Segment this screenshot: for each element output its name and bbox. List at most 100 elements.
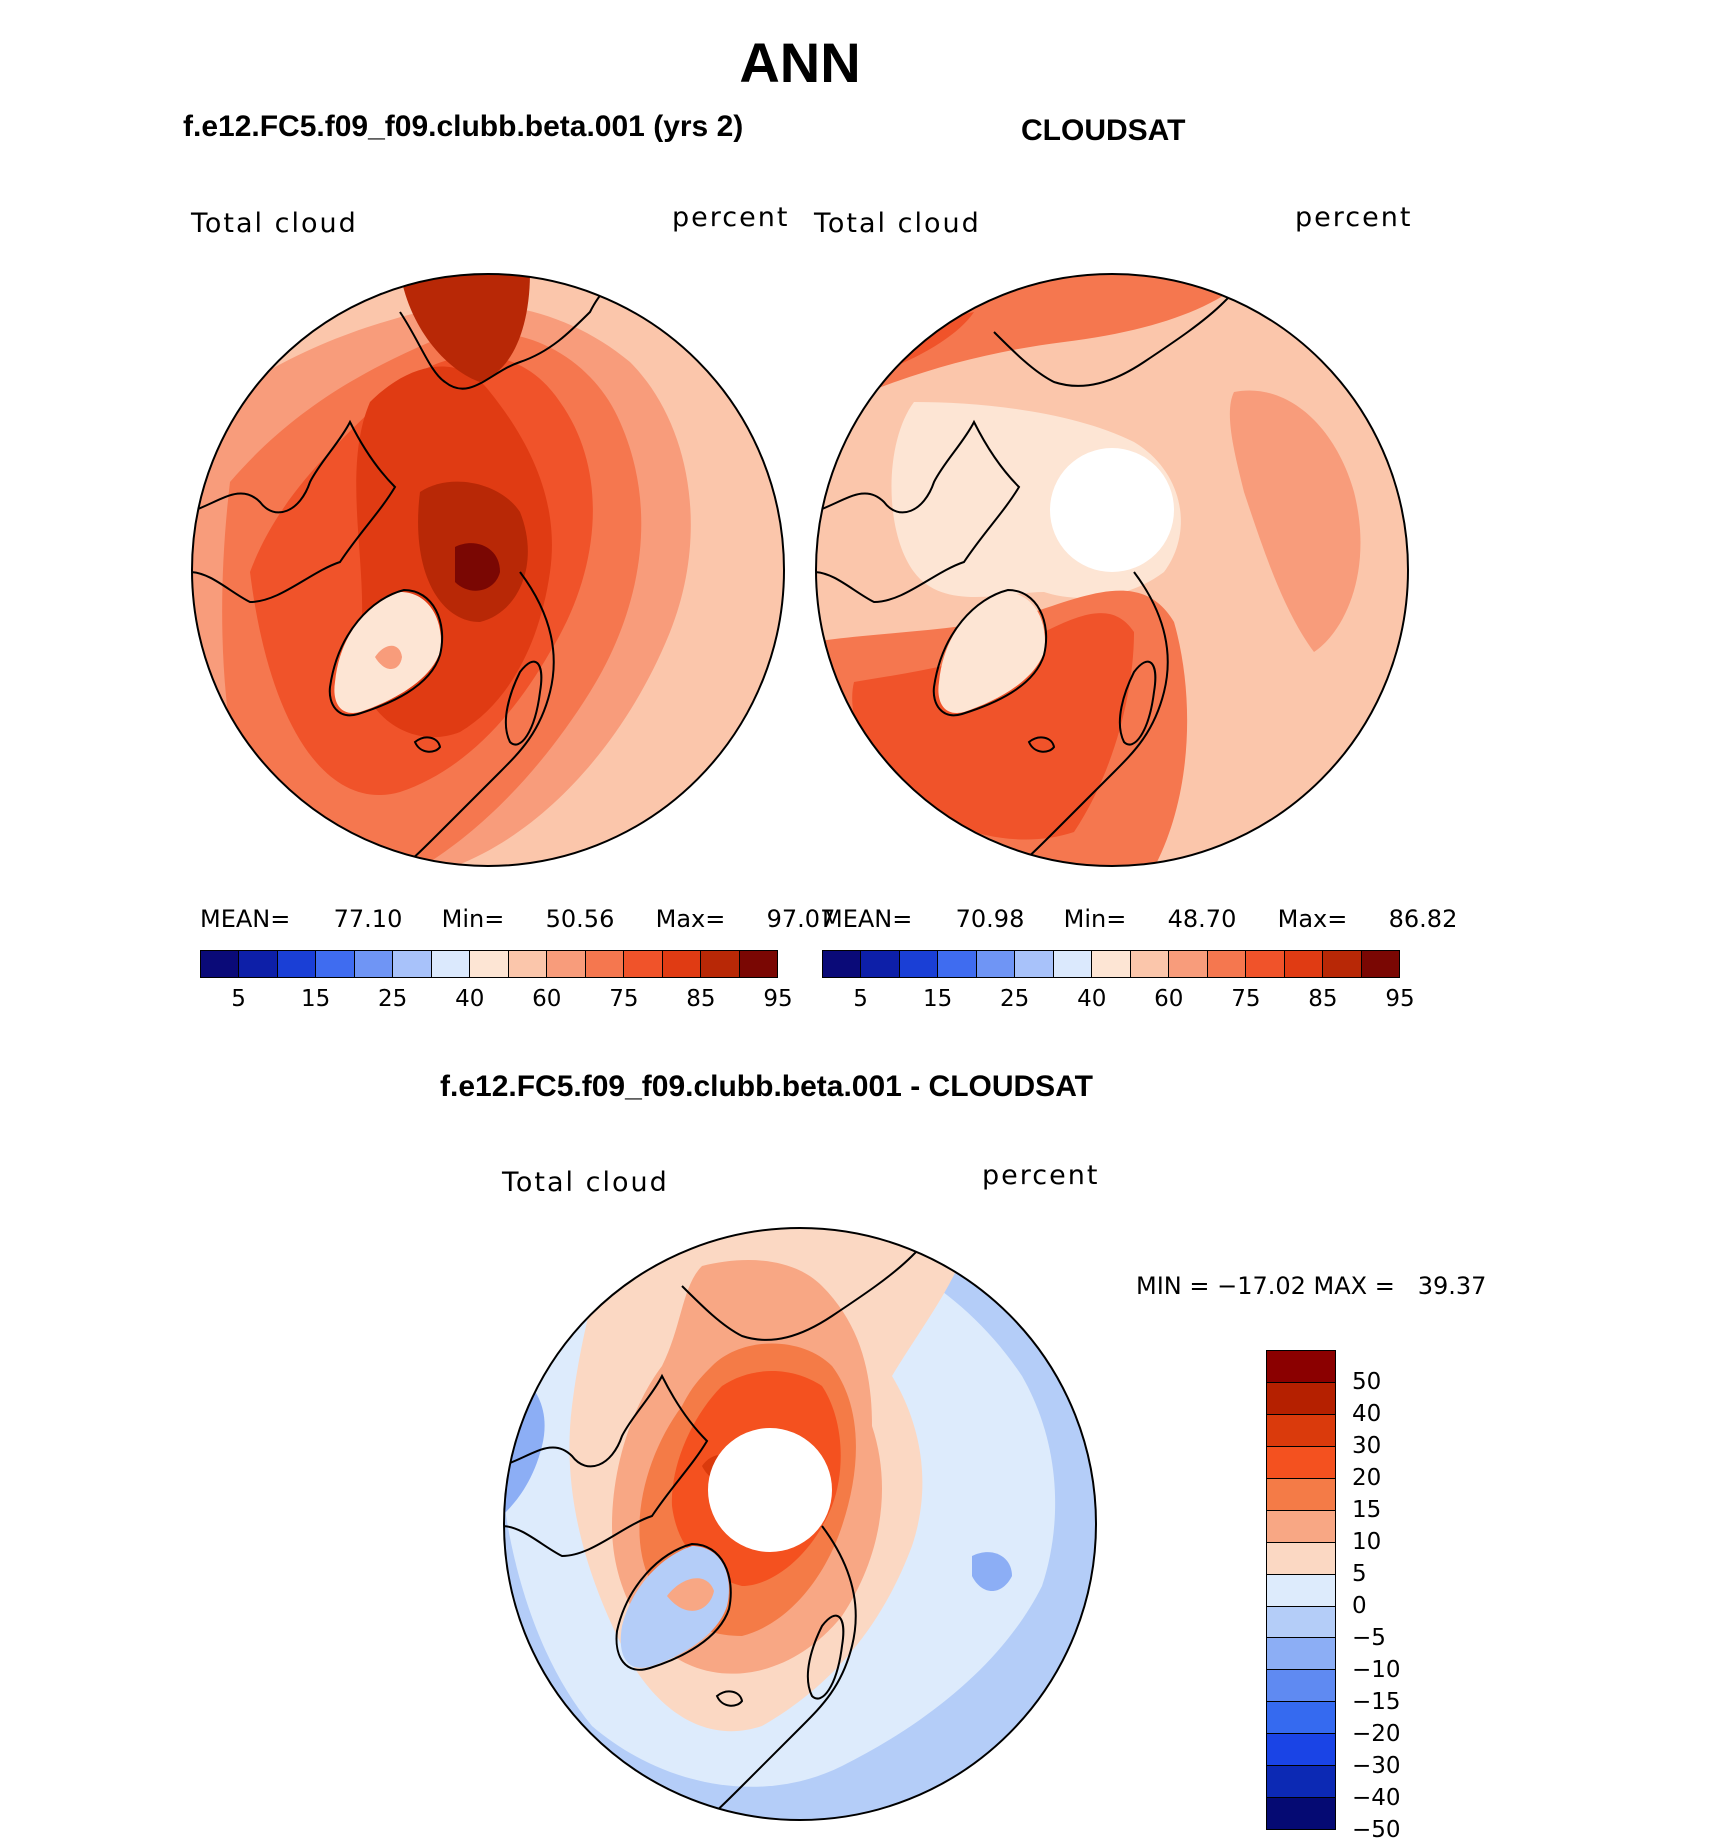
panel-diff-colorbar-swatch <box>1267 1542 1335 1575</box>
panel-model-mean-label: MEAN= <box>200 905 291 933</box>
panel-obs-colorbar-tick-label: 25 <box>1000 986 1030 1012</box>
panel-diff-colorbar-tick-label: −30 <box>1352 1753 1401 1779</box>
panel-obs-colorbar-swatch <box>1053 951 1093 977</box>
panel-model-stats: MEAN= 77.10 Min= 50.56 Max= 97.07 <box>200 905 835 933</box>
panel-obs-mean-value: 70.98 <box>955 905 1025 933</box>
panel-diff-colorbar-tick-label: 0 <box>1352 1593 1367 1619</box>
panel-diff-colorbar-tick-label: 20 <box>1352 1465 1382 1491</box>
panel-model-colorbar-ticks: 5 15 25 40 60 75 85 95 <box>200 986 792 1016</box>
panel-diff-variable: Total cloud <box>502 1167 669 1198</box>
map-model-coastline-iceland <box>413 736 442 753</box>
panel-model-colorbar-swatch <box>431 951 471 977</box>
panel-model-colorbar-swatch <box>662 951 702 977</box>
panel-diff-stats: MIN = −17.02 MAX = 39.37 <box>1136 1272 1487 1300</box>
panel-diff-colorbar-swatch <box>1267 1510 1335 1543</box>
panel-obs-colorbar <box>822 950 1400 978</box>
panel-diff-colorbar-tick-label: 15 <box>1352 1497 1382 1523</box>
panel-obs-colorbar-ticks: 5 15 25 40 60 75 85 95 <box>822 986 1414 1016</box>
panel-model-colorbar-swatch <box>547 951 586 977</box>
panel-model-colorbar-swatch <box>277 951 317 977</box>
panel-obs-variable: Total cloud <box>814 208 981 239</box>
panel-model-colorbar <box>200 950 778 978</box>
panel-obs-colorbar-swatch <box>1015 951 1054 977</box>
panel-obs-colorbar-swatch <box>861 951 900 977</box>
panel-diff-colorbar-tick-label: −40 <box>1352 1785 1401 1811</box>
panel-obs-mean-label: MEAN= <box>822 905 913 933</box>
map-obs <box>815 273 1409 867</box>
map-diff-coastline-canada <box>504 1373 709 1558</box>
panel-diff-colorbar-swatch <box>1267 1574 1335 1607</box>
map-obs-coastline-scandinavia <box>1118 660 1157 746</box>
panel-obs-colorbar-swatch <box>823 951 862 977</box>
panel-obs-colorbar-tick-label: 15 <box>922 986 953 1012</box>
panel-model-colorbar-swatch <box>739 951 778 977</box>
panel-obs-colorbar-swatch <box>1284 951 1324 977</box>
panel-obs-colorbar-swatch <box>1207 951 1247 977</box>
panel-diff-colorbar-swatch <box>1267 1766 1335 1799</box>
map-model-coastline-greenland <box>328 588 444 717</box>
map-obs-border <box>815 273 1409 867</box>
panel-obs-min-label: Min= <box>1063 905 1127 933</box>
panel-obs-colorbar-swatch <box>938 951 977 977</box>
panel-diff-colorbar-ticks: 50 40 30 20 15 10 5 0 −5 −10 −15 −20 −30 −40 −50 <box>1352 1350 1472 1843</box>
panel-obs-colorbar-tick-label: 5 <box>853 986 868 1012</box>
map-obs-region-80-bottom <box>852 613 1134 840</box>
panel-diff-colorbar-swatch <box>1267 1446 1335 1479</box>
map-model-greenland-inner <box>375 645 402 670</box>
panel-model-mean-value: 77.10 <box>333 905 403 933</box>
map-diff-greenland <box>620 1546 729 1668</box>
panel-obs-colorbar-swatch <box>1246 951 1285 977</box>
panel-diff-colorbar-tick-label: −50 <box>1352 1817 1401 1843</box>
map-obs-coastline-canada <box>816 419 1021 604</box>
panel-obs-colorbar-swatch <box>976 951 1016 977</box>
panel-diff-colorbar-swatch <box>1267 1351 1335 1383</box>
map-model-region-90 <box>400 274 530 382</box>
map-model-coastline-canada <box>192 419 397 604</box>
map-model-border <box>191 273 785 867</box>
map-obs-region-70-right <box>1229 390 1361 652</box>
panel-diff-colorbar-tick-label: 30 <box>1352 1433 1382 1459</box>
panel-model-min-value: 50.56 <box>545 905 615 933</box>
panel-model-min-label: Min= <box>441 905 505 933</box>
panel-model-colorbar-swatch <box>624 951 663 977</box>
map-diff-missing-data-hole <box>708 1428 832 1552</box>
map-model <box>191 273 785 867</box>
panel-obs-title: CLOUDSAT <box>1021 114 1186 147</box>
panel-diff-units: percent <box>982 1160 1100 1191</box>
map-diff-coastline-europe <box>701 1525 857 1820</box>
map-diff-coastline-iceland <box>715 1690 744 1707</box>
panel-diff-colorbar-tick-label: 50 <box>1352 1369 1382 1395</box>
map-obs-coastline-greenland <box>932 588 1048 717</box>
panel-diff-colorbar-swatch <box>1267 1670 1335 1703</box>
panel-model-colorbar-tick-label: 40 <box>455 986 485 1012</box>
panel-model-colorbar-tick-label: 15 <box>300 986 331 1012</box>
panel-model-colorbar-swatch <box>354 951 394 977</box>
panel-model-units: percent <box>672 202 790 233</box>
panel-diff-colorbar-tick-label: 5 <box>1352 1561 1367 1587</box>
panel-model-colorbar-swatch <box>393 951 432 977</box>
map-diff-coastline-scandinavia <box>806 1614 845 1700</box>
figure-title: ANN <box>739 31 861 94</box>
panel-diff-colorbar-swatch <box>1267 1798 1335 1830</box>
map-diff-region-dm15b <box>972 1552 1012 1591</box>
panel-model-variable: Total cloud <box>191 208 358 239</box>
map-model-coastline-scandinavia <box>504 660 543 746</box>
panel-model-max-value: 97.07 <box>766 905 836 933</box>
panel-model-max-label: Max= <box>655 905 726 933</box>
panel-diff-colorbar-swatch <box>1267 1638 1335 1671</box>
panel-model-colorbar-tick-label: 75 <box>609 986 639 1012</box>
panel-obs-min-value: 48.70 <box>1167 905 1237 933</box>
panel-model-colorbar-swatch <box>239 951 278 977</box>
panel-obs-max-label: Max= <box>1277 905 1348 933</box>
panel-model-colorbar-tick-label: 60 <box>532 986 562 1012</box>
panel-model-colorbar-swatch <box>201 951 240 977</box>
panel-obs-colorbar-swatch <box>1130 951 1170 977</box>
map-diff-border <box>503 1227 1097 1821</box>
panel-model-colorbar-tick-label: 5 <box>231 986 246 1012</box>
panel-obs-colorbar-tick-label: 85 <box>1308 986 1338 1012</box>
panel-diff-colorbar-swatch <box>1267 1702 1335 1735</box>
panel-obs-colorbar-tick-label: 75 <box>1231 986 1261 1012</box>
panel-obs-colorbar-swatch <box>1323 951 1362 977</box>
panel-obs-stats: MEAN= 70.98 Min= 48.70 Max= 86.82 <box>822 905 1457 933</box>
panel-diff-colorbar <box>1266 1350 1336 1830</box>
